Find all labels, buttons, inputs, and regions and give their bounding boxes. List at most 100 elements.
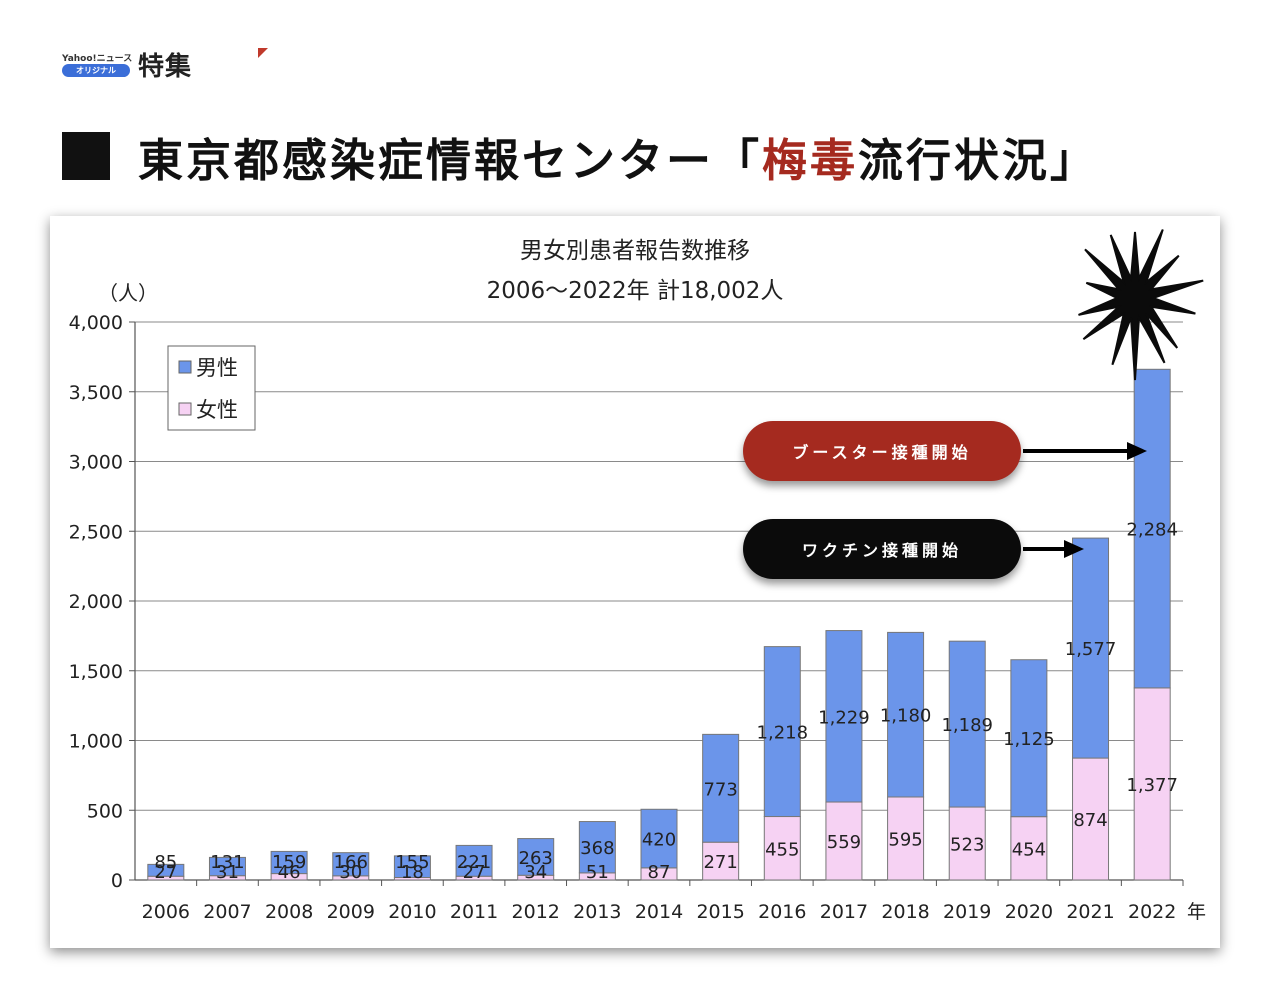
tokushu-label: 特集 [138,51,193,82]
label-male-2018: 1,180 [880,706,932,727]
logo-flag-icon [258,48,268,58]
chart-subtitle: 2006〜2022年 計18,002人 [487,278,784,304]
label-male-2011: 221 [457,852,491,873]
legend-female-swatch [178,402,192,416]
y-tick-label: 1,000 [69,731,123,753]
bar-female-2019 [948,806,986,881]
x-tick-label: 2012 [512,901,560,923]
x-tick-label: 2008 [265,901,313,923]
bar-male-2022 [1133,368,1171,689]
x-tick-label: 2021 [1066,901,1114,923]
bar-male-2007 [208,856,246,877]
x-axis-unit: 年 [1187,901,1206,923]
x-tick-label: 2016 [758,901,806,923]
label-female-2016: 455 [765,839,799,860]
y-tick-label: 4,000 [69,312,123,334]
label-male-2021: 1,577 [1065,639,1117,660]
label-female-2015: 271 [703,852,737,873]
label-male-2009: 166 [334,852,368,873]
bar-male-2018 [887,631,925,798]
label-male-2006: 85 [154,852,177,873]
bar-male-2011 [455,844,493,877]
x-tick-label: 2009 [327,901,375,923]
label-male-2022: 2,284 [1126,520,1178,541]
label-male-2012: 263 [519,848,553,869]
legend-box [167,345,256,431]
chart-card: 男女別患者報告数推移 2006〜2022年 計18,002人 （人） 0 500 1,00… [50,216,1220,948]
bar-female-2018 [887,796,925,881]
label-male-2017: 1,229 [818,707,870,728]
label-female-2007: 31 [216,862,239,883]
x-tick-label: 2022 [1128,901,1176,923]
page-title: 東京都感染症情報センター「 梅毒 流行状況」 [62,126,1256,187]
label-male-2008: 159 [272,852,306,873]
label-female-2011: 27 [463,862,486,883]
x-tick-label: 2017 [820,901,868,923]
x-tick-label: 2007 [203,901,251,923]
label-female-2010: 18 [401,862,424,883]
bar-female-2017 [825,801,863,881]
bar-male-2009 [332,852,370,877]
explosion-icon [1078,229,1204,381]
label-male-2015: 773 [703,779,737,800]
label-female-2013: 51 [586,862,609,883]
bar-male-2013 [578,821,616,874]
bar-male-2016 [763,646,801,818]
booster-arrow-head [1127,442,1147,460]
label-male-2013: 368 [580,838,614,859]
label-female-2020: 454 [1012,839,1046,860]
title-highlight: 梅毒 [762,133,859,187]
x-tick-label: 2019 [943,901,991,923]
y-tick-label: 3,500 [69,382,123,404]
x-tick-label: 2018 [881,901,929,923]
title-prefix: 東京都感染症情報センター「 [138,133,763,187]
bar-male-2010 [393,855,431,878]
x-tick-label: 2020 [1005,901,1053,923]
label-female-2022: 1,377 [1126,775,1178,796]
y-tick-label: 2,000 [69,591,123,613]
booster-callout: ブースター接種開始 [743,421,1021,481]
x-tick-label: 2015 [696,901,744,923]
x-tick-label: 2006 [142,901,190,923]
label-male-2010: 155 [395,852,429,873]
bar-female-2021 [1072,757,1110,881]
label-male-2019: 1,189 [941,715,993,736]
y-tick-label: 500 [87,800,123,822]
label-female-2017: 559 [827,832,861,853]
bar-male-2012 [517,838,555,876]
bar-female-2022 [1133,687,1171,881]
label-female-2014: 87 [648,862,671,883]
label-female-2018: 595 [888,829,922,850]
bar-male-2017 [825,630,863,803]
bar-male-2015 [702,733,740,843]
x-tick-label: 2013 [573,901,621,923]
label-female-2009: 30 [339,862,362,883]
label-female-2006: 27 [154,862,177,883]
bar-chart: 男女別患者報告数推移 2006〜2022年 計18,002人 （人） 0 500 1,00… [69,229,1206,923]
x-tick-label: 2010 [388,901,436,923]
title-suffix: 流行状況」 [858,133,1099,187]
bar-male-2020 [1010,659,1048,818]
y-axis-unit: （人） [98,281,158,305]
y-tick-label: 2,500 [69,521,123,543]
legend-male-swatch [178,360,192,374]
y-tick-label: 1,500 [69,661,123,683]
vaccine-callout: ワクチン接種開始 [743,519,1021,579]
y-tick-label: 3,000 [69,452,123,474]
label-female-2012: 34 [524,862,547,883]
legend-male-label: 男性 [196,356,238,380]
label-male-2016: 1,218 [757,723,809,744]
vaccine-arrow-head [1064,540,1084,558]
label-female-2008: 46 [278,862,301,883]
chart-title: 男女別患者報告数推移 [520,238,750,264]
yahoo-news-text: Yahoo!ニュース [62,54,133,64]
label-male-2014: 420 [642,830,676,851]
x-tick-label: 2014 [635,901,683,923]
bar-male-2008 [270,850,308,875]
y-tick-label: 0 [111,870,123,892]
yahoo-news-logo: Yahoo!ニュース オリジナル 特集 [62,46,268,82]
label-male-2007: 131 [210,852,244,873]
original-pill: オリジナル [62,64,130,77]
bar-male-2006 [147,863,185,877]
title-square-icon [62,132,110,180]
